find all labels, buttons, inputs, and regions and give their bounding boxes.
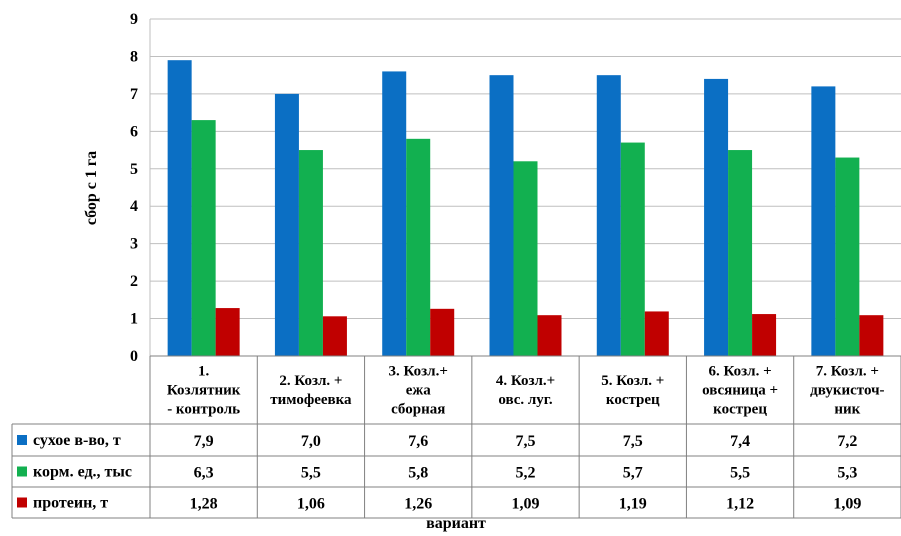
- bar: [382, 71, 407, 356]
- bar: [704, 78, 729, 357]
- table-value: 1,06: [297, 496, 325, 513]
- table-value: 7,9: [194, 433, 214, 450]
- category-label: 2. Козл. + тимофеевка: [270, 373, 352, 408]
- y-tick-label: 4: [130, 198, 138, 215]
- bar: [596, 75, 621, 357]
- bar: [859, 315, 884, 356]
- table-value: 1,09: [512, 496, 540, 513]
- table-value: 1,28: [190, 496, 218, 513]
- bar: [430, 308, 455, 356]
- y-axis: 0 1 2 3 4 5 6 7 8 9: [130, 11, 151, 365]
- table-value: 1,19: [619, 496, 647, 513]
- bar: [513, 161, 538, 356]
- legend-label: сухое в-во, т: [33, 432, 121, 449]
- bar: [728, 150, 753, 356]
- y-tick-label: 1: [130, 311, 138, 328]
- y-tick-label: 8: [130, 48, 138, 65]
- y-tick-label: 0: [130, 348, 138, 365]
- category-label: 7. Козл. + двукисточ-ник: [810, 364, 884, 418]
- bar: [191, 120, 216, 356]
- bar: [489, 75, 514, 357]
- y-tick-label: 7: [130, 86, 138, 103]
- table-value: 5,7: [623, 465, 643, 482]
- bar: [406, 138, 431, 356]
- table-value: 7,5: [516, 433, 536, 450]
- table-value: 5,5: [730, 465, 750, 482]
- table-value: 7,0: [301, 433, 321, 450]
- table-value: 5,3: [837, 465, 857, 482]
- table-value: 5,2: [516, 465, 536, 482]
- legend-swatch: [17, 435, 27, 445]
- legend-swatch: [17, 497, 27, 508]
- y-tick-label: 2: [130, 273, 138, 290]
- table-value: 5,5: [301, 465, 321, 482]
- bar: [215, 308, 240, 356]
- table-value: 1,26: [404, 496, 432, 513]
- bar: [644, 311, 669, 356]
- bar: [620, 142, 645, 356]
- y-tick-label: 3: [130, 236, 138, 253]
- table-value: 7,5: [623, 433, 643, 450]
- category-label: 1. Козлятник - контроль: [167, 364, 241, 418]
- y-tick-label: 5: [130, 161, 138, 178]
- bars: [167, 60, 884, 357]
- table-value: 6,3: [194, 465, 214, 482]
- table-value: 5,8: [408, 465, 428, 482]
- legend-label: корм. ед., тыс: [33, 464, 132, 481]
- y-tick-label: 6: [130, 123, 138, 140]
- bar: [537, 315, 562, 356]
- legend-label: протеин, т: [33, 495, 108, 512]
- category-label: 6. Козл. + овсяница + кострец: [702, 364, 778, 418]
- table-value: 7,2: [837, 433, 857, 450]
- x-axis-title: вариант: [426, 515, 486, 532]
- bar: [752, 314, 777, 356]
- bar: [322, 316, 347, 356]
- y-tick-label: 9: [130, 11, 138, 28]
- table-value: 7,4: [730, 433, 750, 450]
- bar: [274, 93, 299, 356]
- y-axis-title: сбор с 1 га: [83, 151, 100, 225]
- bar: [835, 157, 860, 356]
- legend-swatch: [17, 466, 27, 477]
- bar: [167, 60, 192, 356]
- bar: [811, 86, 836, 357]
- bar: [298, 150, 323, 356]
- data-table: 1. Козлятник - контроль 2. Козл. + тимофеевк…: [11, 355, 901, 519]
- table-value: 1,09: [833, 496, 861, 513]
- table-value: 1,12: [726, 496, 754, 513]
- table-value: 7,6: [408, 433, 428, 450]
- category-label: 5. Козл. + кострец: [601, 373, 664, 408]
- category-label: 4. Козл.+ овс. луг.: [496, 373, 555, 408]
- category-label: 3. Козл.+ ежа сборная: [389, 364, 448, 418]
